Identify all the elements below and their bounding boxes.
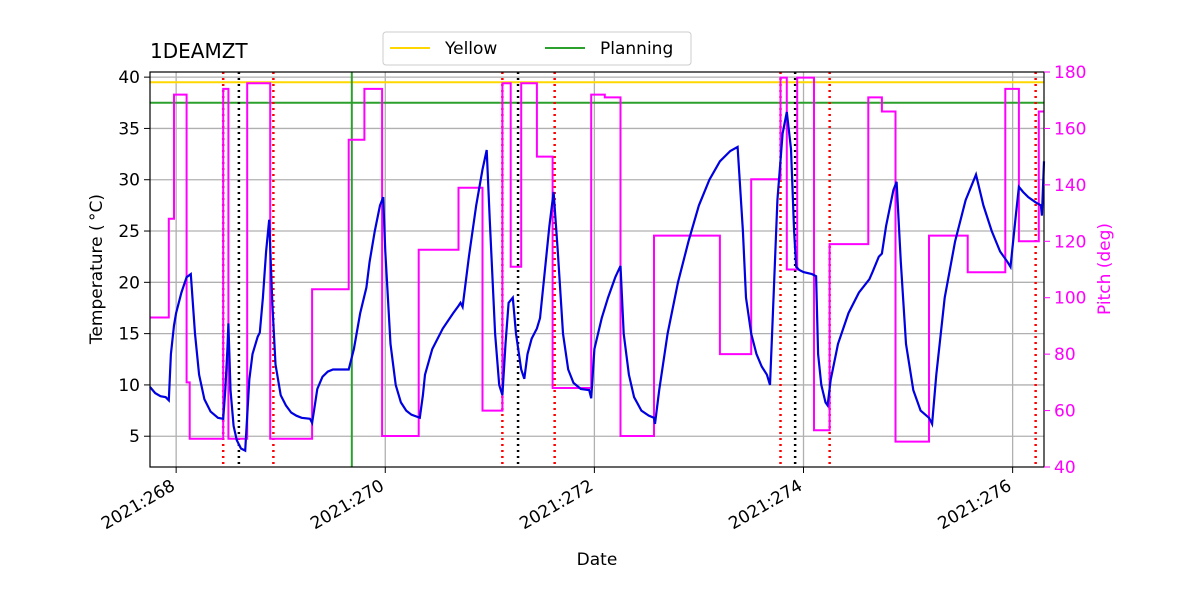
legend: Yellow Planning <box>382 31 692 66</box>
y-tick-label: 10 <box>118 376 140 396</box>
event-lines <box>221 72 1037 467</box>
limit-lines <box>150 81 1044 104</box>
y-tick-label: 40 <box>118 68 140 88</box>
grid <box>150 72 1044 467</box>
y2-tick-label: 80 <box>1054 345 1076 365</box>
y2-tick-label: 40 <box>1054 458 1076 478</box>
x-tick-label: 2021:270 <box>307 476 388 534</box>
y2-axis-label: Pitch (deg) <box>1095 223 1115 315</box>
legend-box <box>382 31 692 66</box>
pitch-series-line <box>150 76 1044 443</box>
legend-label-planning: Planning <box>600 39 673 59</box>
x-tick-label: 2021:272 <box>516 476 597 534</box>
x-tick-label: 2021:274 <box>725 476 806 534</box>
legend-label-yellow: Yellow <box>444 39 497 59</box>
y-axis-label: Temperature ( °C) <box>87 194 107 345</box>
temperature-series-line <box>149 111 1046 453</box>
y2-tick-label: 160 <box>1054 119 1086 139</box>
series <box>149 76 1046 453</box>
y-tick-label: 15 <box>118 325 140 345</box>
x-tick-label: 2021:268 <box>98 476 179 534</box>
y2-tick-label: 140 <box>1054 176 1086 196</box>
y2-tick-label: 120 <box>1054 232 1086 252</box>
plot-frame <box>149 71 1045 468</box>
y-tick-label: 25 <box>118 222 140 242</box>
y-tick-label: 20 <box>118 273 140 293</box>
y2-tick-label: 180 <box>1054 63 1086 83</box>
y2-tick-label: 60 <box>1054 402 1076 422</box>
chart-title: 1DEAMZT <box>150 39 248 63</box>
y2-tick-label: 100 <box>1054 289 1086 309</box>
y-tick-label: 5 <box>129 427 140 447</box>
x-axis-label: Date <box>577 550 618 570</box>
y-tick-label: 35 <box>118 119 140 139</box>
y-tick-label: 30 <box>118 171 140 191</box>
x-tick-label: 2021:276 <box>935 476 1016 534</box>
